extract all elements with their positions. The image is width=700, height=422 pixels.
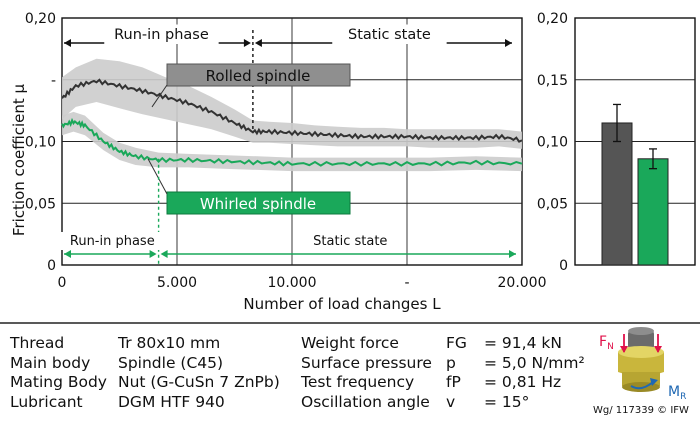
y-axis-label: Friction coefficient μ [10, 83, 28, 236]
spec-label: Test frequency [301, 373, 415, 391]
arrow-head [243, 39, 251, 47]
bar-grid [574, 17, 696, 266]
runin-bottom-label-bg [60, 232, 165, 250]
spec-label: Thread [10, 334, 65, 352]
y-tick-label: 0,05 [25, 196, 56, 212]
bar-1 [637, 158, 669, 266]
spec-label: Main body [10, 353, 91, 372]
bar-marks [601, 103, 669, 266]
spec-value: Tr 80x10 mm [118, 334, 221, 352]
arrow-head [64, 39, 71, 47]
credit-text: Wg/ 117339 © IFW [593, 405, 689, 416]
static-bottom-label-bg [298, 232, 403, 250]
spec-label: Mating Body [10, 373, 107, 391]
spec-label: Surface pressure [301, 353, 432, 372]
runin-bottom-label: Run-in phase [70, 234, 155, 249]
spec-value: = 91,4 kN [484, 334, 562, 352]
x-tick-label: 20.000 [498, 275, 547, 291]
x-axis-label: Number of load changes L [243, 295, 441, 313]
main-annotations: Run-in phase Static state Rolled spindle Wh… [60, 24, 516, 265]
x-tick-label: - [404, 275, 409, 291]
bar-0 [601, 122, 633, 266]
series-band-1 [62, 111, 522, 172]
main-ticks: 0 5.000 10.000 - 20.000 0 0,05 0,10 - 0,20 [25, 11, 547, 291]
rolled-leader [151, 84, 168, 108]
spec-value: = 5,0 N/mm² [484, 353, 585, 372]
arrow-head [505, 39, 512, 47]
spec-symbol: FG [446, 334, 467, 352]
x-tick-label: 10.000 [268, 275, 317, 291]
arrow-head [509, 250, 516, 258]
y-tick-label: 0,10 [25, 135, 56, 151]
arrow-head [149, 250, 157, 258]
spec-symbol: p [446, 353, 456, 372]
series-line-0 [61, 78, 523, 143]
fn-label: FN [599, 334, 614, 352]
main-lines [61, 78, 523, 167]
x-tick-label: 5.000 [157, 275, 197, 291]
spec-value: Spindle (C45) [118, 353, 224, 372]
spec-symbol: v [446, 392, 456, 411]
spec-value: = 15° [484, 392, 530, 411]
rolled-label-box [166, 63, 351, 87]
runin-top-label-bg [104, 24, 219, 44]
spec-label: Weight force [301, 334, 399, 352]
y-tick-label: 0,20 [25, 11, 56, 27]
arrow-head [64, 250, 71, 258]
spec-label: Lubricant [10, 392, 83, 411]
bar-y-tick-label: 0,20 [537, 11, 568, 27]
x-tick-label: 0 [58, 275, 67, 291]
rolled-label: Rolled spindle [206, 67, 311, 85]
whirled-leader [147, 158, 168, 195]
static-top-label-bg [332, 24, 447, 44]
bar-y-tick-label: 0,05 [537, 196, 568, 212]
series-line-1 [61, 117, 523, 167]
whirled-label: Whirled spindle [200, 195, 316, 213]
arrow-head [160, 250, 168, 258]
arrow-head [254, 39, 262, 47]
runin-top-label: Run-in phase [114, 27, 209, 43]
spec-label: Oscillation angle [301, 392, 430, 411]
y-tick-label: 0 [47, 258, 56, 274]
bar-y-tick-label: 0,10 [537, 135, 568, 151]
bar-y-tick-label: 0,15 [537, 73, 568, 89]
spec-value: DGM HTF 940 [118, 392, 225, 411]
nut-illustration-icon [618, 327, 664, 392]
static-top-label: Static state [348, 27, 431, 43]
static-bottom-label: Static state [313, 234, 387, 249]
bar-ticks: 0 0,05 0,10 0,15 0,20 [537, 11, 568, 274]
y-tick-label: - [51, 73, 56, 89]
spec-symbol: fP [446, 373, 461, 391]
mr-label: MR [668, 384, 686, 402]
spec-value: Nut (G-CuSn 7 ZnPb) [118, 373, 280, 391]
spec-value: = 0,81 Hz [484, 373, 562, 391]
whirled-label-box [166, 191, 351, 215]
bar-y-tick-label: 0 [559, 258, 568, 274]
